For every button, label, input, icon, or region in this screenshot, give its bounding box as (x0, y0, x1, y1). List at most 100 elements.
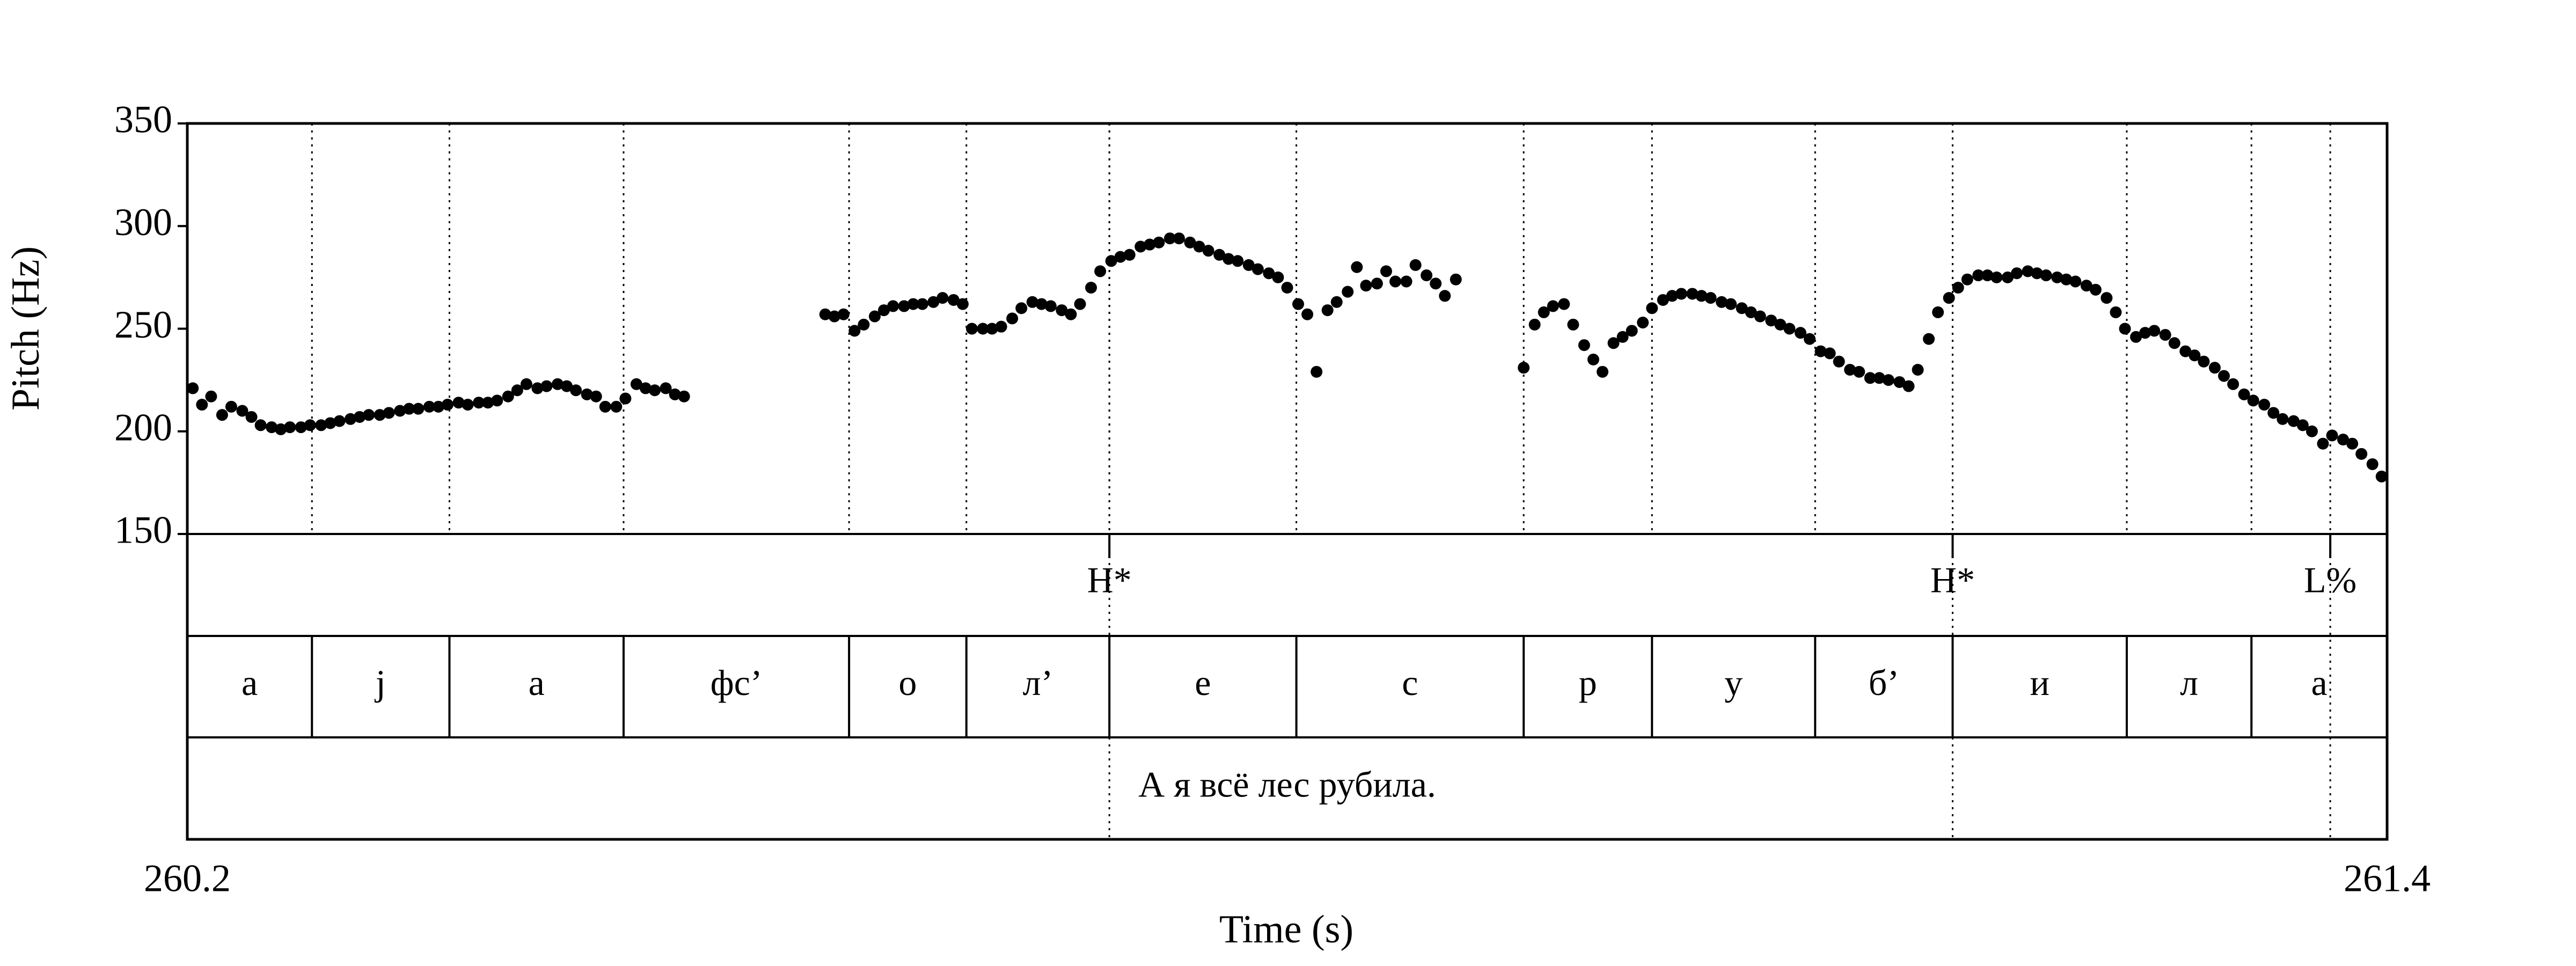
pitch-point (1085, 282, 1097, 294)
segment-label: р (1579, 662, 1597, 703)
pitch-point (599, 400, 611, 413)
segment-label: б’ (1869, 662, 1899, 703)
pitch-point (2031, 267, 2043, 280)
y-axis-label: Pitch (Hz) (4, 246, 48, 411)
pitch-point (1321, 304, 1334, 317)
pitch-point (2001, 271, 2014, 283)
pitch-point (432, 400, 444, 413)
pitch-point (245, 411, 258, 423)
pitch-point (2306, 425, 2318, 437)
pitch-point (977, 323, 989, 335)
pitch-point (1736, 302, 1748, 314)
pitch-point (965, 323, 978, 335)
pitch-point (1272, 271, 1284, 283)
pitch-point (1567, 318, 1579, 331)
pitch-point (2179, 345, 2192, 357)
pitch-point (630, 378, 642, 390)
pitch-point (2247, 394, 2259, 407)
pitch-point (1056, 304, 1068, 317)
pitch-point (1833, 355, 1845, 368)
pitch-point (1518, 362, 1530, 374)
pitch-point (1902, 380, 1915, 392)
pitch-point (1035, 298, 1048, 310)
pitch-point (1844, 364, 1856, 376)
pitch-point (1961, 273, 1973, 286)
pitch-point (1202, 245, 1214, 257)
pitch-point (1804, 333, 1816, 345)
pitch-point (403, 402, 415, 415)
pitch-point (1173, 232, 1185, 245)
pitch-point (1538, 306, 1550, 318)
pitch-point (216, 409, 228, 421)
pitch-point (1400, 275, 1413, 288)
pitch-point (1578, 339, 1590, 352)
segment-label: с (1402, 662, 1418, 703)
pitch-point (1646, 302, 1658, 314)
pitch-point (1450, 273, 1462, 286)
pitch-point (1558, 298, 1570, 310)
pitch-point (819, 308, 831, 320)
pitch-point (639, 382, 652, 394)
pitch-point (1263, 267, 1275, 280)
y-tick-label: 200 (114, 406, 172, 449)
pitch-point (1342, 286, 1354, 298)
pitch-point (2040, 269, 2052, 282)
pitch-point (540, 380, 553, 392)
pitch-point (887, 300, 899, 312)
pitch-point (2238, 388, 2250, 400)
pitch-point (956, 298, 969, 310)
pitch-point (669, 388, 681, 400)
y-tick-label: 300 (114, 201, 172, 244)
pitch-point (1105, 255, 1117, 267)
pitch-point (570, 384, 582, 397)
pitch-point (1587, 353, 1599, 365)
pitch-point (2267, 407, 2280, 419)
pitch-point (2337, 434, 2350, 446)
pitch-point (848, 325, 861, 337)
pitch-point (1380, 265, 1392, 277)
pitch-point (1794, 327, 1806, 339)
pitch-point (1074, 298, 1086, 310)
pitch-point (916, 298, 928, 310)
pitch-point (1242, 259, 1255, 271)
pitch-point (295, 421, 307, 434)
pitch-point (878, 304, 890, 317)
pitch-point (2060, 273, 2073, 286)
pitch-point (1824, 347, 1836, 360)
pitch-point (1006, 312, 1019, 325)
pitch-point (502, 390, 514, 402)
pitch-point (590, 390, 602, 402)
pitch-point (473, 397, 485, 409)
pitch-point (236, 405, 248, 417)
pitch-point (1439, 290, 1451, 302)
pitch-point (551, 378, 564, 390)
y-tick-label: 250 (114, 303, 172, 346)
pitch-point (315, 419, 327, 431)
pitch-point (1351, 261, 1363, 273)
pitch-point (2148, 325, 2161, 337)
pitch-point (1923, 333, 1935, 345)
pitch-point (1626, 325, 1638, 337)
segment-label: а (2311, 662, 2328, 703)
pitch-point (266, 421, 278, 434)
pitch-point (1952, 282, 1964, 294)
pitch-point (1301, 308, 1314, 320)
pitch-point (2080, 280, 2092, 292)
pitch-point (1026, 296, 1038, 308)
pitch-point (1783, 323, 1796, 335)
pitch-point (907, 298, 919, 310)
pitch-point (858, 318, 870, 331)
pitch-point (2069, 275, 2082, 288)
pitch-point (2346, 437, 2359, 450)
pitch-point (254, 419, 267, 431)
pitch-point (1990, 271, 2003, 283)
x-tick-label: 261.4 (2344, 857, 2431, 900)
tone-label: H* (1930, 560, 1975, 601)
pitch-point (284, 421, 296, 434)
pitch-point (2296, 419, 2309, 431)
pitch-point (1912, 364, 1924, 376)
pitch-point (1597, 365, 1609, 378)
x-axis-label: Time (s) (1219, 908, 1353, 952)
pitch-point (2218, 370, 2230, 382)
pitch-point (2198, 355, 2210, 368)
